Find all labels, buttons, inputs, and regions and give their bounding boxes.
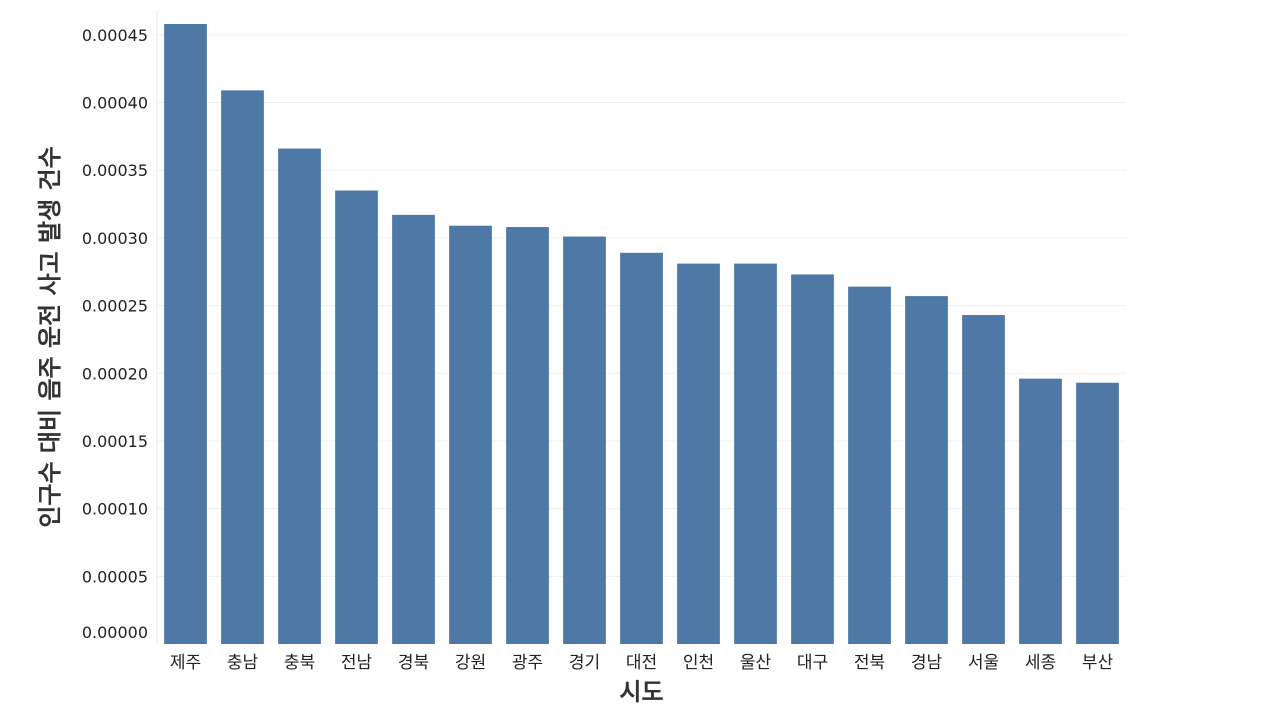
y-tick-label: 0.00005 bbox=[82, 567, 148, 586]
y-tick-label: 0.00040 bbox=[82, 94, 148, 113]
x-tick-label: 울산 bbox=[740, 653, 772, 673]
y-tick-label: 0.00025 bbox=[82, 297, 148, 316]
x-tick-label: 강원 bbox=[455, 653, 486, 673]
bar-광주 bbox=[506, 227, 549, 644]
bar-경기 bbox=[563, 236, 606, 644]
y-tick-label: 0.00020 bbox=[82, 364, 148, 383]
bar-대구 bbox=[791, 274, 834, 644]
x-tick-label: 경기 bbox=[569, 653, 600, 673]
y-tick-label: 0.00030 bbox=[82, 229, 148, 248]
x-tick-label: 인천 bbox=[683, 653, 714, 673]
bar-경남 bbox=[905, 296, 948, 644]
x-tick-label: 세종 bbox=[1025, 653, 1056, 673]
y-tick-label: 0.00035 bbox=[82, 161, 148, 180]
y-tick-label: 0.00010 bbox=[82, 500, 148, 519]
bar-세종 bbox=[1019, 378, 1062, 644]
bar-강원 bbox=[449, 225, 492, 644]
bar-부산 bbox=[1076, 382, 1119, 644]
x-tick-label: 전남 bbox=[341, 653, 373, 673]
x-tick-label: 충남 bbox=[227, 653, 259, 673]
x-tick-label: 경남 bbox=[911, 653, 943, 673]
x-tick-label: 충북 bbox=[284, 653, 315, 673]
y-axis-ticks: 0.00000 0.00005 0.00010 0.00015 0.00020 0.000… bbox=[82, 26, 148, 642]
bar-서울 bbox=[962, 315, 1005, 644]
bar-전북 bbox=[848, 286, 891, 644]
bar-충남 bbox=[221, 90, 264, 644]
x-tick-label: 경북 bbox=[398, 653, 429, 673]
y-tick-label: 0.00015 bbox=[82, 432, 148, 451]
x-tick-label: 제주 bbox=[170, 653, 201, 673]
x-tick-label: 서울 bbox=[968, 653, 999, 673]
x-tick-label: 대전 bbox=[626, 653, 657, 673]
bar-충북 bbox=[278, 148, 321, 644]
x-tick-label: 광주 bbox=[512, 653, 543, 673]
bar-인천 bbox=[677, 263, 720, 644]
bar-울산 bbox=[734, 263, 777, 644]
x-axis-title: 시도 bbox=[619, 678, 663, 706]
bar-전남 bbox=[335, 190, 378, 645]
x-tick-label: 전북 bbox=[854, 653, 885, 673]
y-axis-title: 인구수 대비 음주 운전 사고 발생 건수 bbox=[36, 146, 64, 527]
x-tick-label: 부산 bbox=[1082, 653, 1114, 673]
bar-대전 bbox=[620, 252, 663, 645]
y-tick-label: 0.00000 bbox=[82, 623, 148, 642]
bars bbox=[164, 24, 1119, 645]
x-axis-ticks: 제주 충남 충북 전남 경북 강원 광주 경기 대전 인천 울산 대구 전북 경남 서울 세종 부산 bbox=[170, 653, 1114, 673]
bar-제주 bbox=[164, 24, 207, 644]
y-tick-label: 0.00045 bbox=[82, 26, 148, 45]
x-tick-label: 대구 bbox=[797, 653, 828, 673]
bar-경북 bbox=[392, 214, 435, 645]
